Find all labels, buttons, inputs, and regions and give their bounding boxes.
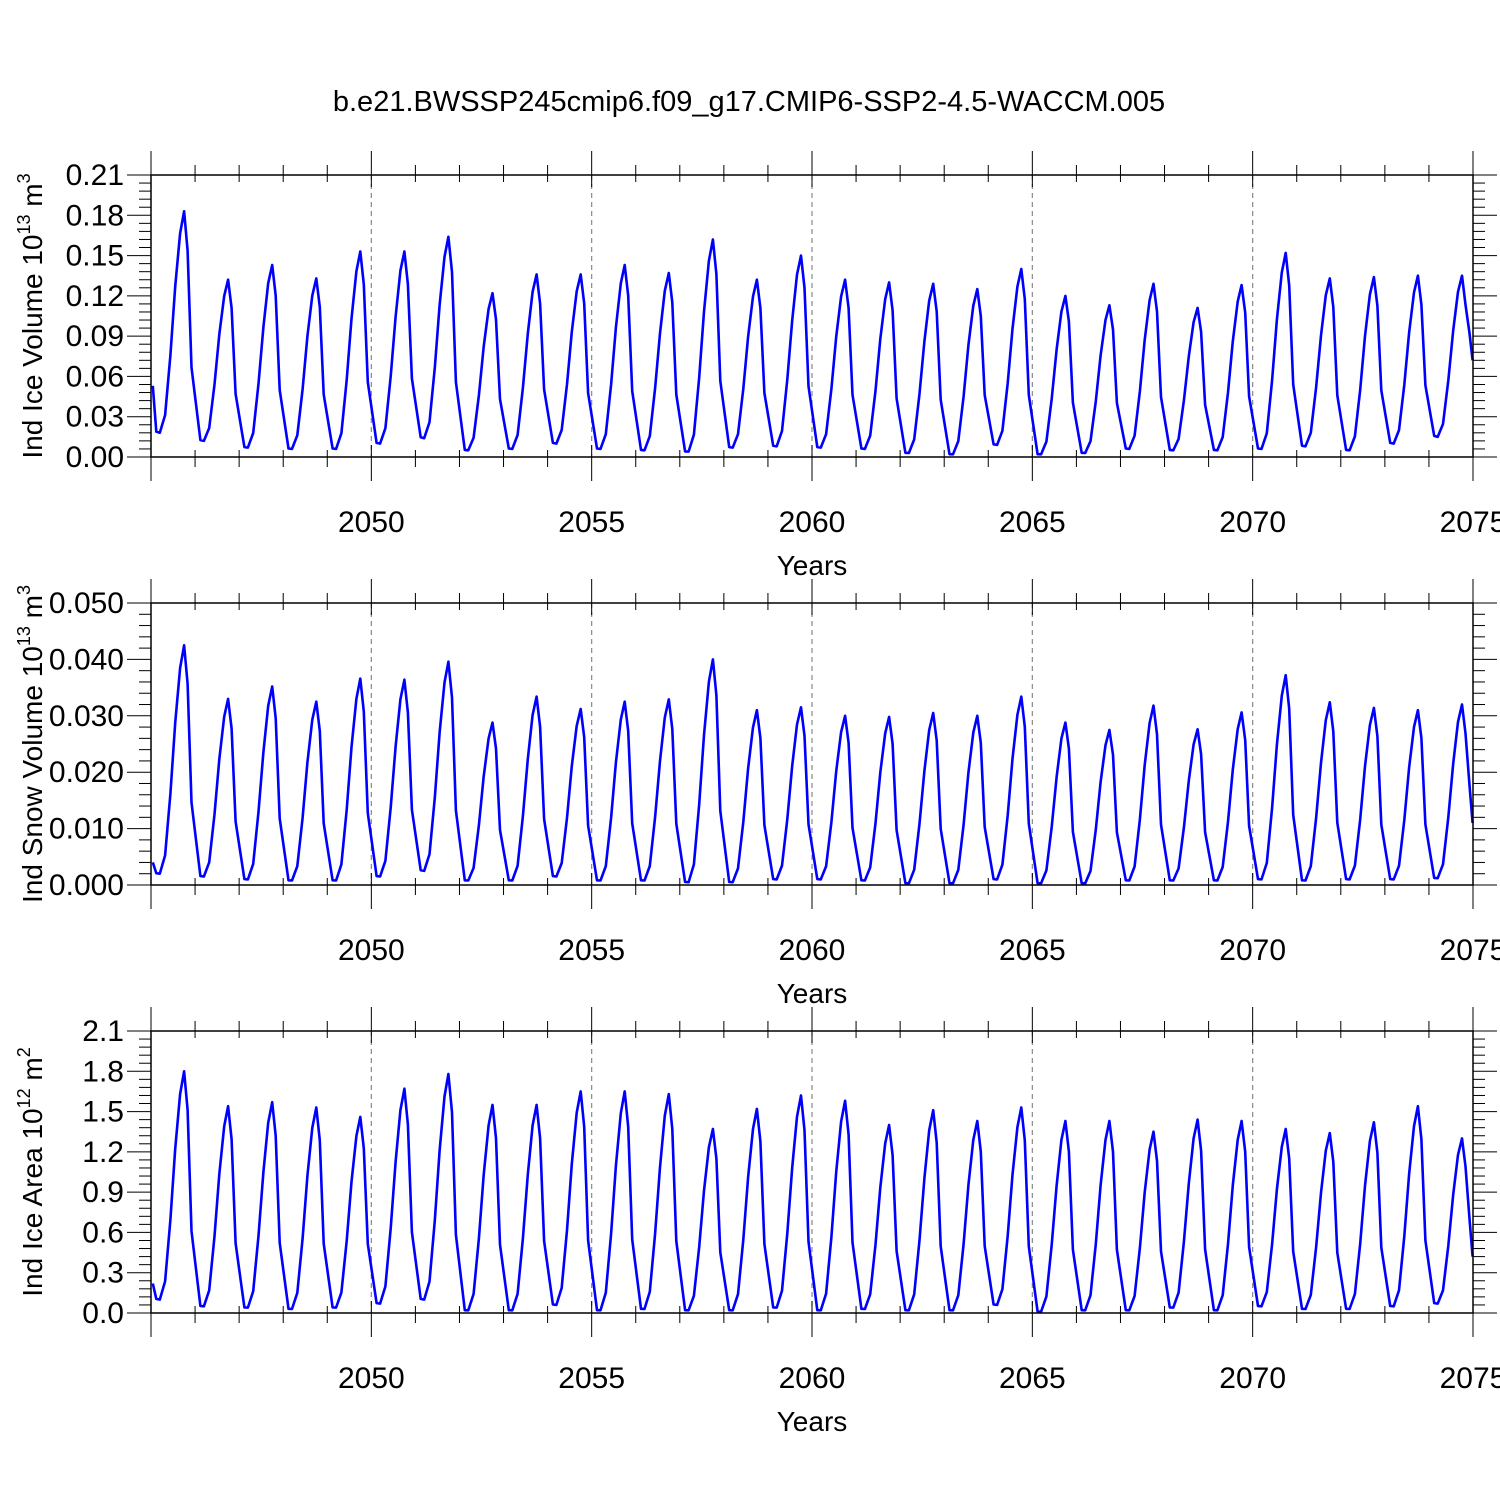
y-axis-label: Ind Snow Volume 1013 m3 (14, 585, 48, 903)
y-tick-label: 0.3 (82, 1257, 124, 1290)
x-tick-label: 2060 (779, 506, 846, 539)
x-tick-label: 2075 (1440, 506, 1500, 539)
series-line (151, 644, 1474, 885)
y-tick-label: 0.0 (82, 1297, 124, 1330)
x-axis-label: Years (777, 978, 848, 1009)
y-axis-label: Ind Ice Volume 1013 m3 (14, 173, 48, 458)
x-tick-label: 2050 (338, 934, 405, 967)
y-axis-label-exponent: 13 (14, 626, 34, 646)
y-tick-label: 0.21 (66, 159, 124, 192)
y-axis-label-unit-power: 3 (14, 173, 34, 183)
x-tick-label: 2070 (1219, 1362, 1286, 1395)
y-tick-label: 0.06 (66, 360, 124, 393)
y-tick-label: 0.030 (49, 700, 124, 733)
y-tick-label: 0.020 (49, 756, 124, 789)
series-line (151, 1070, 1474, 1313)
plot-frame (150, 174, 1474, 458)
x-tick-label: 2065 (999, 506, 1066, 539)
x-axis-label: Years (777, 550, 848, 581)
x-tick-label: 2050 (338, 1362, 405, 1395)
y-axis-label-unit-power: 2 (14, 1047, 34, 1057)
y-axis-label-unit-power: 3 (14, 585, 34, 595)
y-axis-label-exponent: 12 (14, 1088, 34, 1108)
plot-frame (150, 1030, 1474, 1314)
y-axis-label-exponent: 13 (14, 214, 34, 234)
x-tick-label: 2060 (779, 1362, 846, 1395)
figure-title: b.e21.BWSSP245cmip6.f09_g17.CMIP6-SSP2-4… (333, 86, 1165, 118)
x-axis-label: Years (777, 1406, 848, 1437)
x-tick-label: 2065 (999, 1362, 1066, 1395)
x-tick-label: 2075 (1440, 1362, 1500, 1395)
x-tick-label: 2050 (338, 506, 405, 539)
series-line (151, 210, 1474, 456)
y-axis-label: Ind Ice Area 1012 m2 (14, 1047, 48, 1297)
x-tick-label: 2075 (1440, 934, 1500, 967)
y-tick-label: 0.010 (49, 813, 124, 846)
y-tick-label: 1.8 (82, 1055, 124, 1088)
x-tick-label: 2070 (1219, 506, 1286, 539)
y-tick-label: 0.18 (66, 199, 124, 232)
x-tick-label: 2055 (558, 506, 625, 539)
panel-1: 0.00 0.03 0.06 0.09 0.12 0.15 0.18 0.21 2050 2055… (14, 151, 1500, 581)
y-axis-label-text: Ind Ice Area 10 (17, 1108, 48, 1296)
x-tick-label: 2065 (999, 934, 1066, 967)
y-tick-label: 2.1 (82, 1015, 124, 1048)
y-tick-label: 0.6 (82, 1216, 124, 1249)
panel-2: 0.000 0.010 0.020 0.030 0.040 0.050 2050 2055 20… (14, 579, 1500, 1009)
y-tick-label: 1.5 (82, 1096, 124, 1129)
y-tick-label: 0.15 (66, 240, 124, 273)
y-tick-label: 0.000 (49, 869, 124, 902)
x-tick-label: 2060 (779, 934, 846, 967)
y-tick-label: 0.12 (66, 280, 124, 313)
y-tick-label: 0.09 (66, 320, 124, 353)
y-axis-label-text: Ind Snow Volume 10 (17, 646, 48, 903)
y-tick-label: 1.2 (82, 1136, 124, 1169)
panel-3: 0.0 0.3 0.6 0.9 1.2 1.5 1.8 2.1 2050 2055 2060 2065… (14, 1007, 1500, 1437)
y-axis-label-unit: m (17, 595, 48, 626)
y-axis-label-text: Ind Ice Volume 10 (17, 235, 48, 459)
x-tick-label: 2070 (1219, 934, 1286, 967)
plot-frame (150, 602, 1474, 886)
y-axis-label-unit: m (17, 1057, 48, 1088)
y-tick-label: 0.9 (82, 1176, 124, 1209)
y-tick-label: 0.00 (66, 441, 124, 474)
y-axis-label-unit: m (17, 183, 48, 214)
x-tick-label: 2055 (558, 934, 625, 967)
y-tick-label: 0.03 (66, 401, 124, 434)
y-tick-label: 0.050 (49, 587, 124, 620)
x-tick-label: 2055 (558, 1362, 625, 1395)
y-tick-label: 0.040 (49, 643, 124, 676)
